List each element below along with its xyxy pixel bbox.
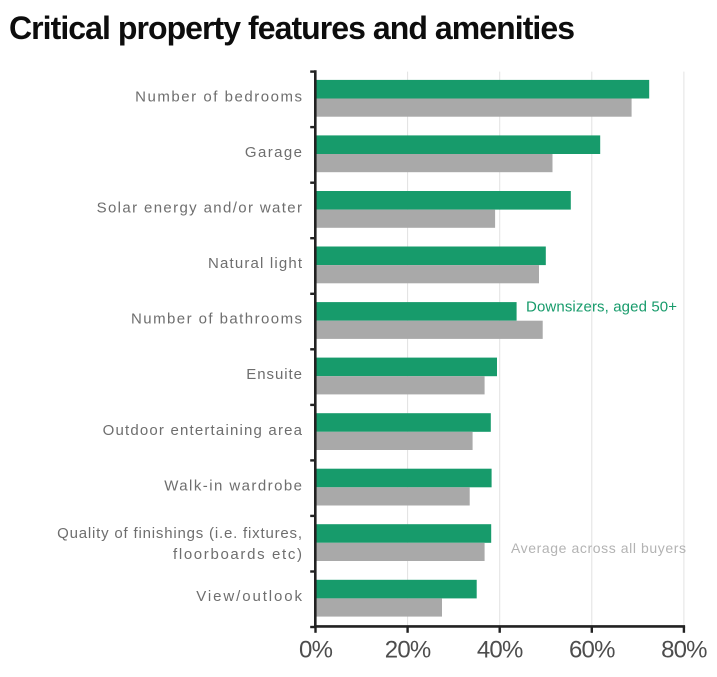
svg-text:0%: 0% <box>299 636 333 663</box>
svg-text:40%: 40% <box>477 636 523 663</box>
svg-text:Number of bedrooms: Number of bedrooms <box>135 89 302 106</box>
svg-text:Natural light: Natural light <box>208 255 303 272</box>
svg-text:floorboards etc): floorboards etc) <box>173 546 302 563</box>
svg-text:Outdoor entertaining area: Outdoor entertaining area <box>103 422 303 439</box>
svg-text:Critical property features and: Critical property features and amenities <box>9 10 575 46</box>
svg-text:Number of bathrooms: Number of bathrooms <box>131 311 302 328</box>
svg-text:Ensuite: Ensuite <box>246 366 302 383</box>
svg-text:Garage: Garage <box>245 144 302 161</box>
svg-text:60%: 60% <box>569 636 615 663</box>
svg-text:Solar energy and/or water: Solar energy and/or water <box>97 200 302 217</box>
svg-text:Downsizers, aged 50+: Downsizers, aged 50+ <box>526 299 677 316</box>
svg-text:Quality of finishings (i.e. fi: Quality of finishings (i.e. fixtures, <box>57 525 302 542</box>
svg-text:Average across all buyers: Average across all buyers <box>511 540 686 556</box>
svg-text:80%: 80% <box>661 636 707 663</box>
svg-text:20%: 20% <box>385 636 431 663</box>
svg-text:View/outlook: View/outlook <box>196 588 302 605</box>
svg-text:Walk-in wardrobe: Walk-in wardrobe <box>164 477 302 494</box>
